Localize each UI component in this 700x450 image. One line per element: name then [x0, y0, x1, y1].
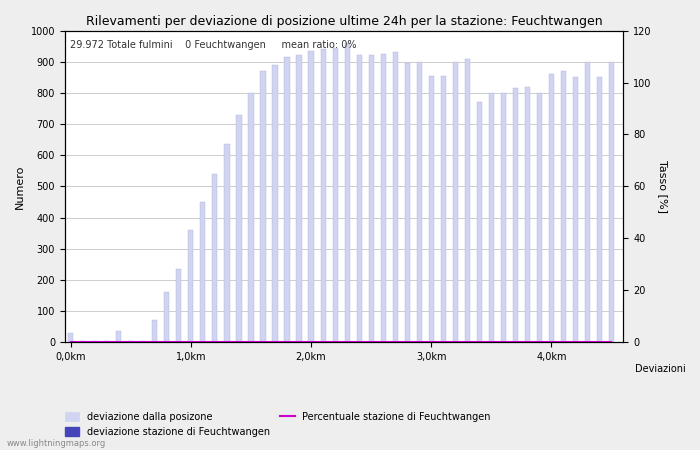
Bar — [68, 333, 74, 342]
Bar — [153, 320, 158, 342]
Bar — [272, 65, 278, 342]
Bar — [260, 71, 265, 342]
Title: Rilevamenti per deviazione di posizione ultime 24h per la stazione: Feuchtwangen: Rilevamenti per deviazione di posizione … — [86, 15, 603, 28]
Bar — [584, 62, 590, 342]
Bar — [525, 87, 530, 342]
Bar — [512, 88, 518, 342]
Bar — [128, 341, 134, 342]
Bar — [176, 269, 181, 342]
Bar — [80, 341, 85, 342]
Bar — [500, 93, 506, 342]
Bar — [309, 51, 314, 342]
Bar — [609, 62, 614, 342]
Bar — [381, 54, 386, 342]
Bar — [140, 341, 146, 342]
Bar — [284, 57, 290, 342]
Bar — [116, 331, 121, 342]
Bar — [597, 77, 602, 342]
Bar — [477, 102, 482, 342]
Bar — [561, 71, 566, 342]
Bar — [92, 341, 97, 342]
Bar — [164, 292, 169, 342]
Bar — [200, 202, 206, 342]
Bar — [321, 49, 326, 342]
Bar — [453, 62, 458, 342]
Bar — [237, 115, 242, 342]
Bar — [344, 43, 349, 342]
Bar — [393, 52, 398, 342]
Text: 29.972 Totale fulmini    0 Feuchtwangen     mean ratio: 0%: 29.972 Totale fulmini 0 Feuchtwangen mea… — [71, 40, 357, 50]
Y-axis label: Tasso [%]: Tasso [%] — [658, 160, 668, 213]
Bar — [549, 74, 554, 342]
Bar — [573, 77, 578, 342]
Bar — [440, 76, 446, 342]
Bar — [465, 58, 470, 342]
Bar — [212, 174, 218, 342]
Bar — [489, 93, 493, 342]
Bar — [537, 93, 542, 342]
Bar — [188, 230, 193, 342]
Bar — [369, 55, 374, 342]
Bar — [104, 341, 109, 342]
Bar — [297, 55, 302, 342]
Text: www.lightningmaps.org: www.lightningmaps.org — [7, 439, 106, 448]
Bar — [356, 55, 362, 342]
Legend: deviazione dalla posizone, deviazione stazione di Feuchtwangen, Percentuale staz: deviazione dalla posizone, deviazione st… — [61, 408, 495, 441]
Y-axis label: Numero: Numero — [15, 164, 25, 209]
Bar — [248, 93, 253, 342]
Bar — [332, 48, 337, 342]
Bar — [416, 62, 421, 342]
Bar — [405, 63, 409, 342]
Text: Deviazioni: Deviazioni — [635, 364, 685, 374]
Bar — [225, 144, 230, 342]
Bar — [428, 76, 434, 342]
